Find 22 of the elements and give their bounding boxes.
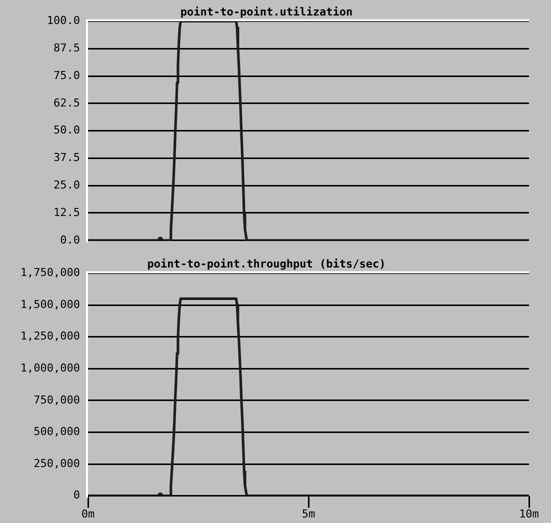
y-tick-label: 250,000 [34, 456, 80, 470]
x-tick-label: 0m [81, 507, 95, 520]
y-tick-label: 37.5 [54, 151, 80, 164]
chart-title: point-to-point.throughput (bits/sec) [147, 257, 386, 270]
y-tick-label: 100.0 [46, 14, 80, 28]
y-tick-label: 25.0 [54, 178, 80, 192]
y-tick-label: 1,250,000 [20, 330, 80, 343]
y-tick-label: 75.0 [54, 68, 80, 82]
chart-title: point-to-point.utilization [180, 5, 353, 18]
y-tick-label: 0 [73, 488, 80, 502]
y-tick-label: 1,000,000 [20, 361, 80, 374]
y-tick-label: 500,000 [34, 425, 80, 438]
y-tick-label: 62.5 [54, 96, 80, 110]
x-tick-label: 10m [519, 507, 540, 520]
x-tick-label: 5m [302, 507, 316, 520]
y-tick-label: 50.0 [54, 124, 80, 137]
y-tick-label: 750,000 [34, 393, 80, 406]
y-tick-label: 12.5 [54, 206, 80, 219]
y-tick-label: 1,750,000 [20, 266, 80, 280]
y-tick-label: 87.5 [54, 41, 80, 54]
y-tick-label: 1,500,000 [20, 298, 80, 311]
y-tick-label: 0.0 [60, 233, 80, 246]
